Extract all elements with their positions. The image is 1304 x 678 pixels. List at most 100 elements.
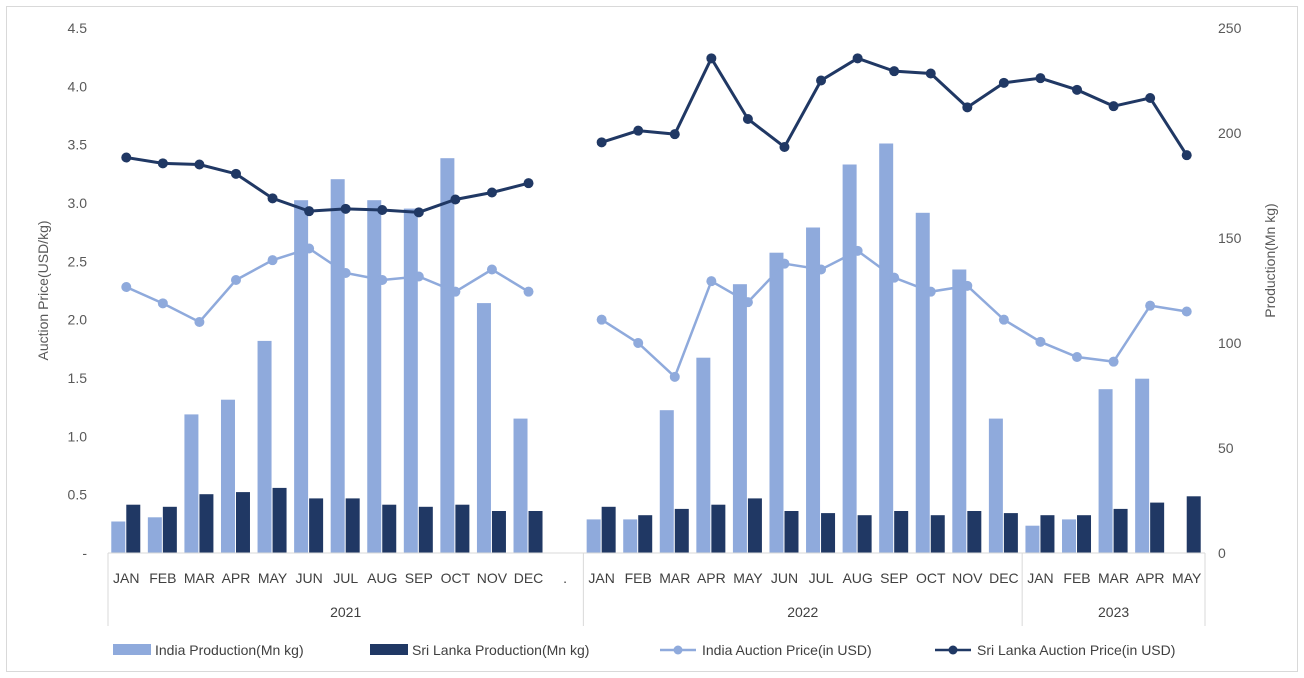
line-point xyxy=(413,271,424,282)
bar xyxy=(199,494,214,553)
line-point xyxy=(304,243,315,254)
line-point xyxy=(450,286,461,297)
bar xyxy=(732,284,747,553)
line-point xyxy=(816,264,827,275)
category-label: AUG xyxy=(842,570,872,586)
bar xyxy=(1098,389,1113,553)
series-line xyxy=(600,249,1187,380)
line-point xyxy=(267,193,278,204)
bar xyxy=(1150,502,1165,553)
bar xyxy=(1077,515,1092,553)
category-label: SEP xyxy=(405,570,433,586)
line-point xyxy=(413,207,424,218)
line-point xyxy=(486,264,497,275)
line-point xyxy=(962,102,973,113)
bar xyxy=(857,515,872,553)
left-axis-title: Auction Price(USD/kg) xyxy=(35,220,51,360)
right-tick-label: 250 xyxy=(1218,20,1242,36)
line-point xyxy=(267,255,278,266)
category-label: MAR xyxy=(184,570,215,586)
right-tick-label: 50 xyxy=(1218,440,1234,456)
line-point xyxy=(121,282,132,292)
line-point xyxy=(304,206,315,217)
line-point xyxy=(1108,356,1119,367)
bar xyxy=(967,511,982,553)
category-label: SEP xyxy=(880,570,908,586)
line-point xyxy=(669,129,680,140)
line-point xyxy=(1035,73,1046,84)
category-label: NOV xyxy=(952,570,983,586)
bar xyxy=(988,418,1003,553)
legend-label: Sri Lanka Auction Price(in USD) xyxy=(977,642,1175,658)
bar xyxy=(367,200,382,553)
line-point xyxy=(486,187,497,198)
left-tick-label: 2.5 xyxy=(68,253,88,269)
line-point xyxy=(998,314,1009,325)
bar xyxy=(769,252,784,553)
category-label: APR xyxy=(697,570,726,586)
line-point xyxy=(925,68,936,79)
line-point xyxy=(925,286,936,297)
left-tick-label: - xyxy=(82,545,87,561)
line-point xyxy=(230,275,241,285)
line-point xyxy=(706,276,717,287)
line-point xyxy=(1072,84,1083,95)
bar xyxy=(309,498,324,553)
bar xyxy=(821,513,836,553)
bar xyxy=(528,511,543,553)
category-label: MAY xyxy=(733,570,763,586)
line-point xyxy=(1145,300,1156,311)
bar xyxy=(147,517,162,553)
bar xyxy=(659,410,674,553)
legend-label: India Auction Price(in USD) xyxy=(702,642,872,658)
bar xyxy=(747,498,762,553)
category-label: JUN xyxy=(295,570,322,586)
bar xyxy=(345,498,360,553)
bar xyxy=(601,506,616,553)
legend-swatch-marker xyxy=(948,645,958,655)
line-point xyxy=(523,286,534,297)
bar xyxy=(184,414,199,553)
group-label: 2021 xyxy=(330,604,361,620)
category-label: FEB xyxy=(625,570,652,586)
line-point xyxy=(633,125,644,136)
bar xyxy=(842,164,857,553)
category-label: MAR xyxy=(1098,570,1129,586)
category-label: NOV xyxy=(477,570,508,586)
right-tick-label: 150 xyxy=(1218,230,1242,246)
line-point xyxy=(340,203,351,214)
bar xyxy=(403,208,418,553)
left-tick-label: 1.0 xyxy=(68,428,88,444)
category-label: DEC xyxy=(989,570,1019,586)
line-point xyxy=(230,168,241,179)
left-tick-label: 3.0 xyxy=(68,195,88,211)
bar xyxy=(382,504,397,553)
line-point xyxy=(377,275,388,285)
line-point xyxy=(340,268,351,278)
line-point xyxy=(377,205,388,215)
category-label: AUG xyxy=(367,570,397,586)
category-label: APR xyxy=(222,570,251,586)
category-label: MAY xyxy=(258,570,288,586)
bar xyxy=(330,179,345,553)
line-point xyxy=(1181,150,1192,161)
bar xyxy=(1003,513,1018,553)
bar xyxy=(638,515,653,553)
left-tick-label: 0.5 xyxy=(68,487,88,503)
bar xyxy=(930,515,945,553)
group-label: 2023 xyxy=(1098,604,1129,620)
line-point xyxy=(1145,93,1156,103)
line-point xyxy=(706,53,717,64)
bar xyxy=(696,357,711,553)
right-tick-label: 200 xyxy=(1218,125,1242,141)
line-point xyxy=(889,66,900,77)
line-point xyxy=(194,317,205,327)
legend-swatch xyxy=(113,644,151,655)
legend-swatch xyxy=(370,644,408,655)
legend-label: Sri Lanka Production(Mn kg) xyxy=(412,642,589,658)
bar xyxy=(711,504,726,553)
bar xyxy=(586,519,601,553)
bar xyxy=(1025,525,1040,553)
line-point xyxy=(962,280,973,291)
